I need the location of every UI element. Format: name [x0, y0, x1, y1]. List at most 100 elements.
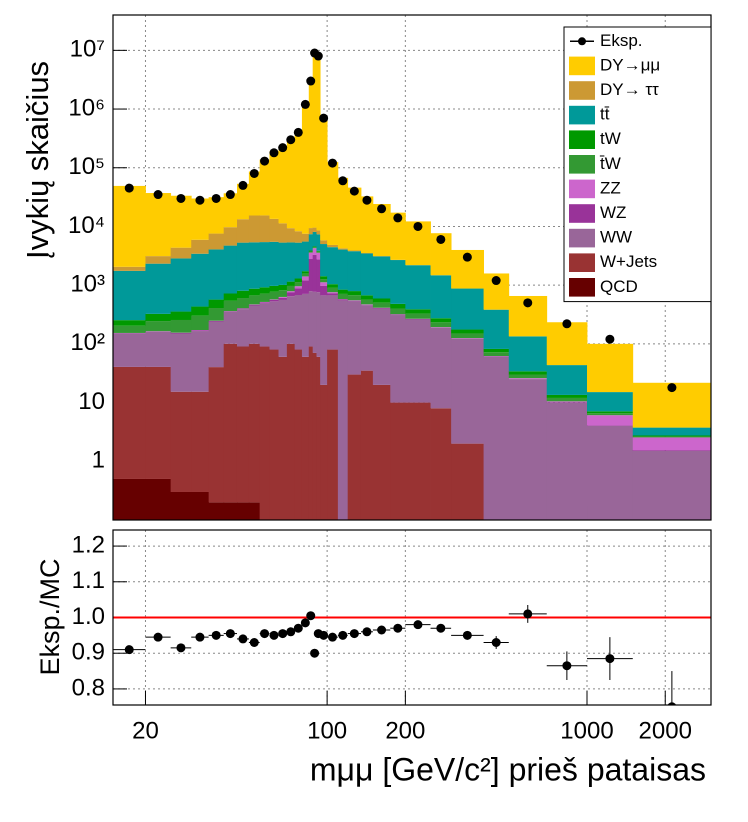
stack-segment	[223, 193, 238, 228]
data-point	[153, 190, 163, 200]
stack-segment	[223, 311, 238, 312]
stack-segment	[223, 502, 238, 520]
stack-segment	[191, 331, 210, 392]
stack-segment	[170, 491, 192, 520]
stack-segment	[337, 293, 349, 300]
stack-segment	[483, 352, 510, 357]
stack-segment	[170, 332, 192, 334]
stack-segment	[347, 301, 362, 375]
stack-segment	[248, 502, 261, 520]
stack-segment	[587, 392, 634, 412]
stack-segment	[508, 378, 548, 379]
data-point	[249, 168, 259, 178]
stack-segment	[347, 374, 362, 520]
stack-segment	[337, 248, 349, 250]
stack-segment	[259, 346, 270, 520]
stack-segment	[347, 187, 362, 251]
data-point	[393, 213, 403, 223]
stack-segment	[337, 299, 349, 301]
stack-segment	[145, 313, 172, 322]
stack-segment	[320, 295, 328, 385]
stack-segment	[208, 502, 225, 520]
stack-segment	[546, 365, 588, 395]
stack-segment	[236, 502, 250, 520]
ratio-point	[349, 629, 359, 639]
data-point	[195, 195, 205, 205]
stack-segment	[312, 227, 317, 232]
stack-segment	[483, 356, 510, 520]
legend-label: t̄W	[599, 154, 621, 173]
legend-swatch	[569, 155, 595, 174]
stack-segment	[430, 318, 452, 323]
data-point	[436, 234, 446, 244]
stack-segment	[347, 250, 362, 252]
stack-segment	[632, 427, 711, 436]
stack-segment	[301, 271, 310, 274]
stack-segment	[294, 231, 303, 243]
ratio-point	[667, 702, 677, 705]
legend-swatch	[569, 81, 595, 100]
data-point	[562, 319, 572, 329]
stack-segment	[301, 103, 310, 234]
stack-segment	[632, 437, 711, 451]
stack-segment	[587, 413, 634, 416]
stack-segment	[308, 252, 314, 260]
stack-segment	[170, 247, 192, 259]
stack-segment	[259, 303, 270, 347]
stack-segment	[269, 299, 279, 300]
stack-segment	[236, 219, 250, 243]
ratio-point	[338, 630, 348, 640]
stack-segment	[145, 331, 172, 367]
legend-label: QCD	[600, 277, 638, 296]
stack-segment	[320, 276, 328, 280]
stack-segment	[360, 299, 374, 305]
stack-segment	[113, 478, 146, 520]
stack-segment	[301, 293, 310, 357]
stack-segment	[508, 336, 548, 372]
y-tick-label: 10	[78, 388, 105, 415]
stack-segment	[236, 346, 250, 503]
stack-segment	[269, 241, 279, 286]
stack-segment	[308, 250, 314, 252]
stack-segment	[320, 285, 328, 296]
stack-segment	[294, 286, 303, 289]
stack-segment	[312, 291, 317, 353]
stack-segment	[248, 215, 261, 243]
stack-segment	[223, 245, 238, 294]
stack-segment	[308, 346, 314, 520]
stack-segment	[113, 185, 146, 267]
ratio-point	[153, 632, 163, 642]
stack-segment	[191, 198, 210, 240]
stack-segment	[301, 273, 310, 277]
stack-segment	[170, 333, 192, 392]
stack-segment	[390, 212, 406, 260]
stack-segment	[327, 349, 339, 520]
ratio-point	[278, 629, 288, 639]
stack-segment	[294, 282, 303, 287]
stack-segment	[337, 249, 349, 290]
stack-group	[113, 48, 711, 520]
stack-segment	[316, 250, 321, 252]
stack-segment	[483, 309, 510, 349]
legend-label: tt̄	[600, 105, 610, 124]
data-point	[377, 204, 387, 214]
ratio-point	[286, 627, 296, 637]
stack-segment	[316, 251, 321, 253]
stack-segment	[286, 281, 296, 286]
stack-segment	[451, 333, 484, 339]
stack-segment	[308, 79, 314, 229]
stack-segment	[259, 215, 270, 243]
plot-frame	[112, 529, 712, 706]
data-point	[362, 195, 372, 205]
stack-segment	[372, 384, 391, 520]
stack-segment	[259, 159, 270, 216]
data-point	[286, 135, 296, 145]
y-tick-label: 10⁷	[70, 36, 105, 63]
stack-segment	[430, 327, 452, 409]
data-point	[225, 190, 235, 200]
stack-segment	[327, 244, 339, 248]
stack-segment	[269, 301, 279, 350]
data-point	[269, 148, 279, 158]
stack-segment	[390, 315, 406, 403]
